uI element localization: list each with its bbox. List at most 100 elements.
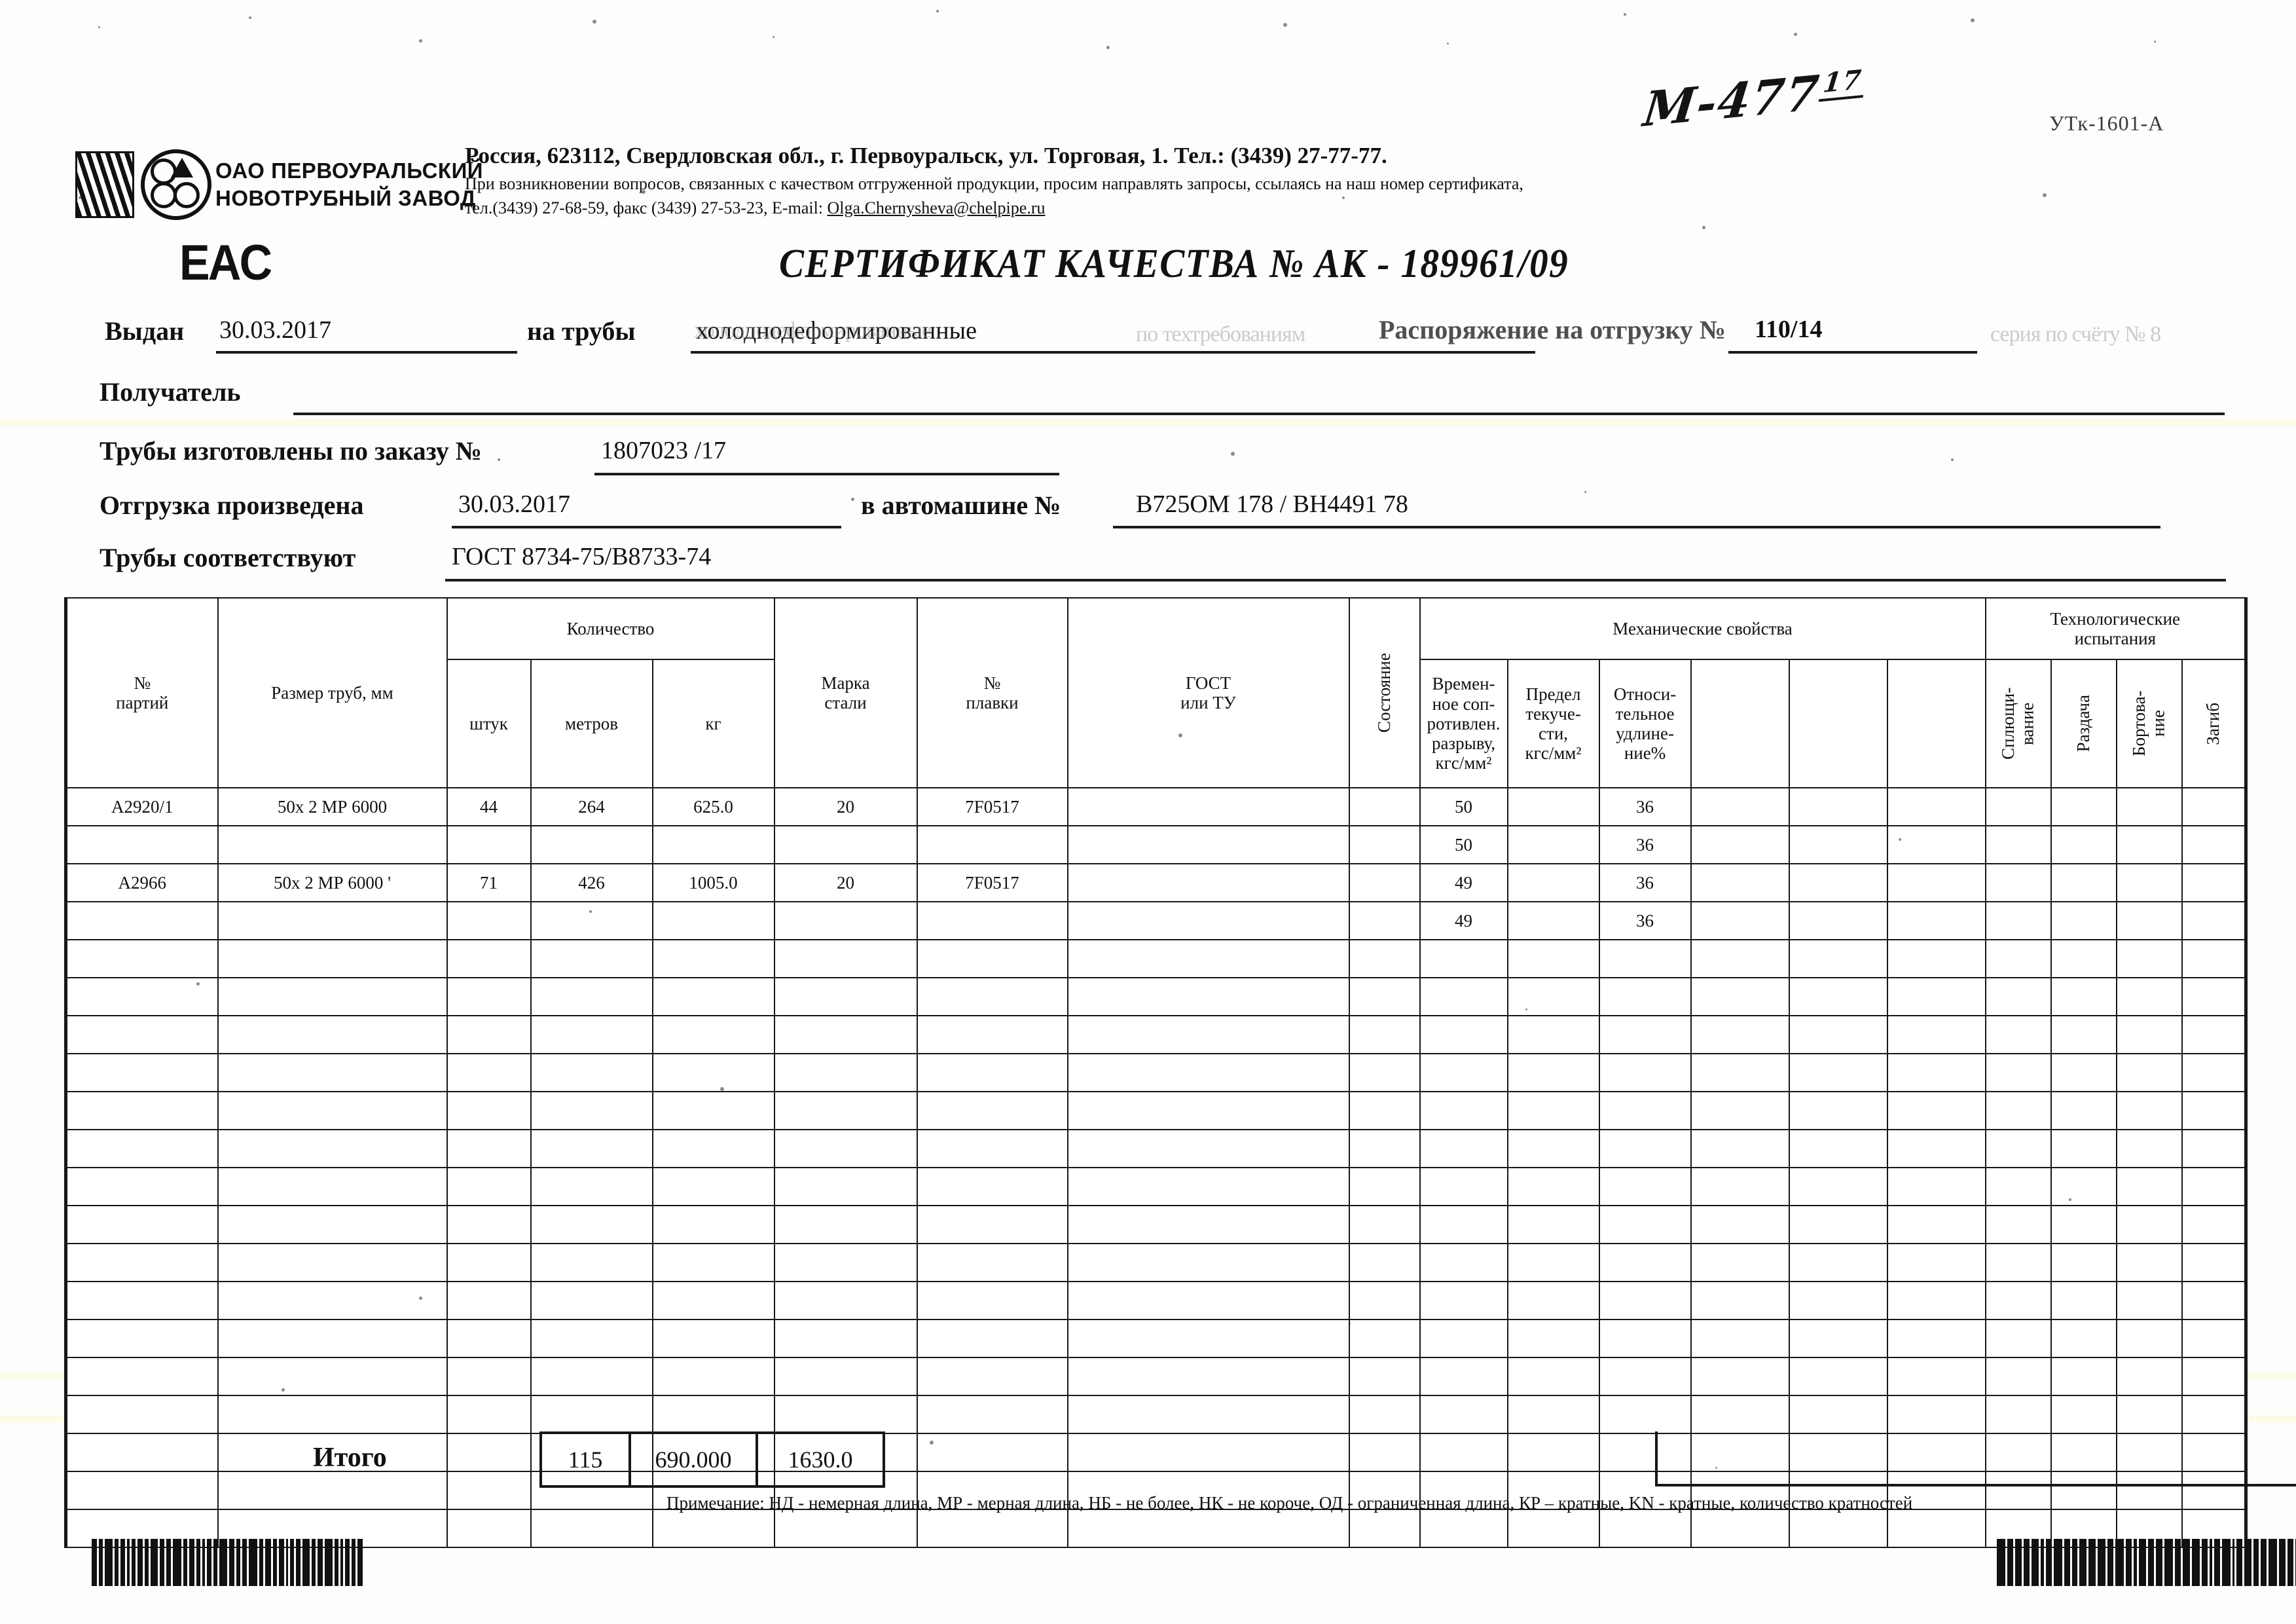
cell-mech-b[interactable] bbox=[1788, 1395, 1888, 1434]
cell-elongation[interactable] bbox=[1598, 1243, 1692, 1282]
cell-expansion[interactable] bbox=[2050, 1395, 2117, 1434]
cell-pipe-size[interactable] bbox=[217, 1129, 448, 1168]
cell-yield[interactable] bbox=[1506, 1053, 1600, 1092]
cell-pipe-size[interactable] bbox=[217, 1167, 448, 1206]
cell-condition[interactable] bbox=[1348, 1509, 1421, 1548]
cell-tensile[interactable] bbox=[1419, 1243, 1508, 1282]
pipes-value[interactable]: холоднодеформированные bbox=[696, 317, 977, 344]
cell-qty-meters[interactable] bbox=[530, 1471, 653, 1510]
cell-mech-b[interactable] bbox=[1788, 825, 1888, 864]
cell-expansion[interactable] bbox=[2050, 1053, 2117, 1092]
cell-flattening[interactable] bbox=[1984, 863, 2052, 902]
cell-gost[interactable] bbox=[1066, 1471, 1350, 1510]
cell-gost[interactable] bbox=[1066, 1091, 1350, 1130]
cell-qty-kg[interactable] bbox=[651, 1509, 775, 1548]
cell-qty-meters[interactable] bbox=[530, 1319, 653, 1358]
cell-steel-grade[interactable] bbox=[773, 977, 918, 1016]
cell-condition[interactable] bbox=[1348, 1357, 1421, 1396]
cell-mech-b[interactable] bbox=[1788, 1433, 1888, 1472]
cell-steel-grade[interactable] bbox=[773, 1357, 918, 1396]
cell-bend[interactable] bbox=[2181, 1243, 2248, 1282]
cell-bend[interactable] bbox=[2181, 1167, 2248, 1206]
cell-qty-meters[interactable] bbox=[530, 1281, 653, 1320]
cell-yield[interactable] bbox=[1506, 1509, 1600, 1548]
cell-qty-pieces[interactable] bbox=[446, 1509, 532, 1548]
cell-flanging[interactable] bbox=[2115, 863, 2183, 902]
cell-qty-pieces[interactable] bbox=[446, 1433, 532, 1472]
cell-mech-c[interactable] bbox=[1886, 1091, 1986, 1130]
cell-elongation[interactable] bbox=[1598, 1395, 1692, 1434]
cell-gost[interactable] bbox=[1066, 1357, 1350, 1396]
cell-mech-c[interactable] bbox=[1886, 1281, 1986, 1320]
cell-flanging[interactable] bbox=[2115, 1357, 2183, 1396]
cell-gost[interactable] bbox=[1066, 1205, 1350, 1244]
cell-steel-grade[interactable]: 20 bbox=[773, 863, 918, 902]
cell-flattening[interactable] bbox=[1984, 1395, 2052, 1434]
cell-tensile[interactable]: 49 bbox=[1419, 863, 1508, 902]
cell-lot-no[interactable]: А2966 bbox=[64, 863, 219, 902]
cell-gost[interactable] bbox=[1066, 939, 1350, 978]
cell-condition[interactable] bbox=[1348, 1319, 1421, 1358]
cell-elongation[interactable] bbox=[1598, 1091, 1692, 1130]
cell-mech-a[interactable] bbox=[1690, 939, 1790, 978]
cell-gost[interactable] bbox=[1066, 1015, 1350, 1054]
cell-pipe-size[interactable] bbox=[217, 901, 448, 940]
cell-tensile[interactable] bbox=[1419, 1395, 1508, 1434]
cell-expansion[interactable] bbox=[2050, 1091, 2117, 1130]
cell-condition[interactable] bbox=[1348, 1205, 1421, 1244]
cell-flanging[interactable] bbox=[2115, 1167, 2183, 1206]
cell-mech-c[interactable] bbox=[1886, 1129, 1986, 1168]
cell-qty-kg[interactable] bbox=[651, 1281, 775, 1320]
cell-bend[interactable] bbox=[2181, 825, 2248, 864]
cell-qty-pieces[interactable]: 71 bbox=[446, 863, 532, 902]
cell-tensile[interactable] bbox=[1419, 1053, 1508, 1092]
cell-yield[interactable] bbox=[1506, 1243, 1600, 1282]
cell-mech-b[interactable] bbox=[1788, 1015, 1888, 1054]
cell-yield[interactable] bbox=[1506, 1319, 1600, 1358]
cell-lot-no[interactable] bbox=[64, 1053, 219, 1092]
cell-heat-no[interactable] bbox=[916, 901, 1068, 940]
cell-expansion[interactable] bbox=[2050, 939, 2117, 978]
cell-elongation[interactable] bbox=[1598, 1433, 1692, 1472]
cell-condition[interactable] bbox=[1348, 1015, 1421, 1054]
cell-elongation[interactable]: 36 bbox=[1598, 787, 1692, 826]
cell-expansion[interactable] bbox=[2050, 1471, 2117, 1510]
cell-mech-b[interactable] bbox=[1788, 1357, 1888, 1396]
cell-yield[interactable] bbox=[1506, 1281, 1600, 1320]
cell-flattening[interactable] bbox=[1984, 1281, 2052, 1320]
cell-pipe-size[interactable] bbox=[217, 1357, 448, 1396]
cell-elongation[interactable] bbox=[1598, 1015, 1692, 1054]
cell-tensile[interactable]: 50 bbox=[1419, 787, 1508, 826]
cell-yield[interactable] bbox=[1506, 1471, 1600, 1510]
cell-qty-meters[interactable] bbox=[530, 1433, 653, 1472]
cell-heat-no[interactable] bbox=[916, 1091, 1068, 1130]
cell-flanging[interactable] bbox=[2115, 939, 2183, 978]
cell-expansion[interactable] bbox=[2050, 825, 2117, 864]
cell-flanging[interactable] bbox=[2115, 1053, 2183, 1092]
cell-pipe-size[interactable] bbox=[217, 977, 448, 1016]
cell-yield[interactable] bbox=[1506, 863, 1600, 902]
cell-mech-a[interactable] bbox=[1690, 1053, 1790, 1092]
cell-steel-grade[interactable] bbox=[773, 1015, 918, 1054]
cell-pipe-size[interactable]: 50х 2 МР 6000 bbox=[217, 787, 448, 826]
cell-mech-c[interactable] bbox=[1886, 825, 1986, 864]
cell-condition[interactable] bbox=[1348, 1395, 1421, 1434]
cell-condition[interactable] bbox=[1348, 939, 1421, 978]
cell-gost[interactable] bbox=[1066, 787, 1350, 826]
cell-mech-c[interactable] bbox=[1886, 1205, 1986, 1244]
cell-qty-pieces[interactable] bbox=[446, 939, 532, 978]
company-email-link[interactable]: Olga.Chernysheva@chelpipe.ru bbox=[827, 198, 1046, 217]
cell-flanging[interactable] bbox=[2115, 787, 2183, 826]
cell-condition[interactable] bbox=[1348, 1167, 1421, 1206]
cell-mech-b[interactable] bbox=[1788, 1053, 1888, 1092]
cell-qty-pieces[interactable] bbox=[446, 1281, 532, 1320]
cell-steel-grade[interactable] bbox=[773, 1091, 918, 1130]
cell-bend[interactable] bbox=[2181, 939, 2248, 978]
cell-heat-no[interactable]: 7F0517 bbox=[916, 787, 1068, 826]
issued-value[interactable]: 30.03.2017 bbox=[219, 316, 331, 344]
cell-flanging[interactable] bbox=[2115, 901, 2183, 940]
cell-bend[interactable] bbox=[2181, 1053, 2248, 1092]
cell-flattening[interactable] bbox=[1984, 1471, 2052, 1510]
cell-mech-a[interactable] bbox=[1690, 825, 1790, 864]
cell-pipe-size[interactable] bbox=[217, 825, 448, 864]
